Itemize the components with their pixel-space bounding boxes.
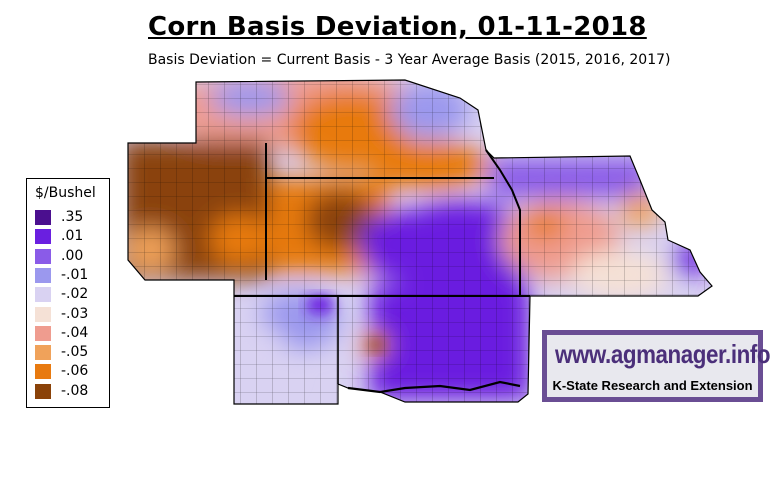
- legend-label: -.05: [61, 344, 89, 361]
- legend-label: -.02: [61, 286, 89, 303]
- legend-title: $/Bushel: [35, 185, 96, 201]
- legend-swatch: [35, 287, 51, 303]
- map-title: Corn Basis Deviation, 01-11-2018: [148, 12, 647, 42]
- legend-label: -.08: [61, 382, 89, 399]
- legend-label: -.06: [61, 363, 89, 380]
- legend-swatch: [35, 210, 51, 225]
- legend-item: .01: [35, 228, 107, 245]
- logo-org: K-State Research and Extension: [552, 378, 753, 393]
- legend-item: -.05: [35, 344, 107, 361]
- legend-item: -.06: [35, 363, 107, 380]
- legend-swatch: [35, 267, 51, 283]
- legend-swatch: [35, 325, 51, 341]
- legend-swatch: [35, 248, 51, 264]
- legend-label: -.04: [61, 324, 89, 341]
- map-subtitle: Basis Deviation = Current Basis - 3 Year…: [148, 52, 671, 68]
- legend-swatch: [35, 345, 51, 361]
- legend-item: .35: [35, 209, 107, 226]
- legend-swatch: [35, 383, 51, 399]
- legend-label: .00: [61, 247, 84, 264]
- legend-swatch: [35, 229, 51, 245]
- legend-item: -.03: [35, 306, 107, 323]
- legend-label: .35: [61, 209, 84, 225]
- legend-item: -.01: [35, 267, 107, 284]
- legend-label: .01: [61, 228, 84, 245]
- legend-swatch: [35, 306, 51, 322]
- legend-label: -.03: [61, 305, 89, 322]
- legend-item: .00: [35, 248, 107, 265]
- legend: $/Bushel .35 .01 .00 -.01 -.02 -.03 -.04 -.05 -.…: [26, 178, 110, 408]
- legend-swatch: [35, 364, 51, 380]
- legend-label: -.01: [61, 266, 89, 283]
- legend-item: -.08: [35, 383, 107, 400]
- agmanager-logo: www.agmanager.info K-State Research and …: [542, 330, 771, 402]
- logo-url: www.agmanager.info: [555, 339, 771, 369]
- legend-item: -.02: [35, 286, 107, 303]
- legend-item: -.04: [35, 325, 107, 342]
